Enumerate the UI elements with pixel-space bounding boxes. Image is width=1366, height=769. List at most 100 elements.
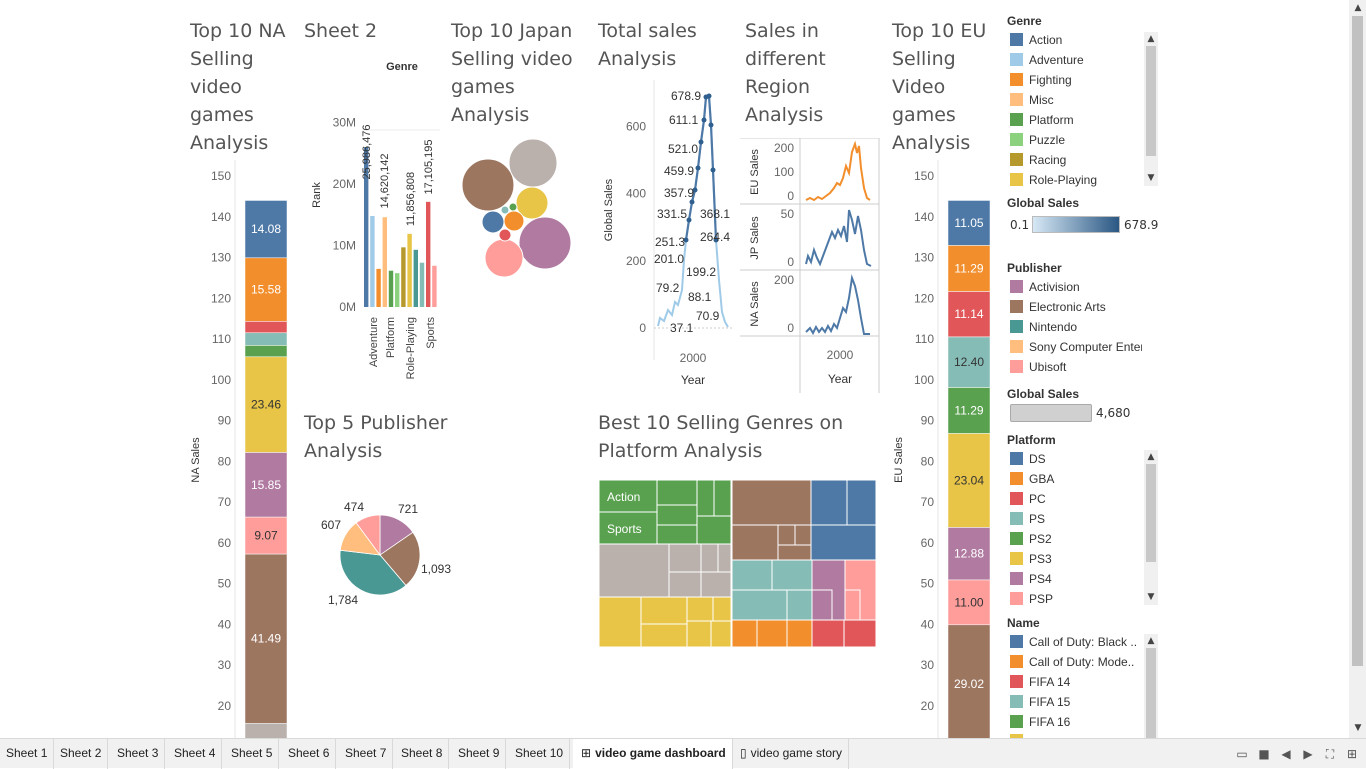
axis-tick-label: 120 [914,291,934,305]
axis-tick-label: 2000 [827,348,854,362]
tab-sheet-9[interactable]: Sheet 9 [452,739,507,769]
genres-platform-title: Best 10 Selling Genres on Platform Analy… [598,412,844,462]
tab-sheet-6[interactable]: Sheet 6 [282,739,337,769]
tab-sheet-1[interactable]: Sheet 1 [0,739,55,769]
axis-tick-label: 0M [339,300,356,314]
legend-item[interactable]: PSP [1010,589,1142,609]
tab-sheet-3[interactable]: Sheet 3 [111,739,166,769]
axis-tick-label: 50 [921,577,935,591]
scroll-thumb[interactable] [1146,46,1156,156]
series-line [805,209,872,267]
legend-item[interactable]: Nintendo [1010,317,1142,337]
bubble [518,216,572,270]
filmstrip-view-icon[interactable]: ▭ [1236,747,1248,761]
tab-sheet-5[interactable]: Sheet 5 [225,739,280,769]
legend-item[interactable]: GBA [1010,469,1142,489]
legend-item[interactable]: Role-Playing [1010,170,1142,190]
legend-item[interactable]: Adventure [1010,50,1142,70]
axis-tick-label: 90 [218,414,232,428]
next-sheet-icon[interactable]: ▶ [1303,747,1313,761]
treemap-cell [810,480,848,526]
bar-segment [244,345,288,358]
page-scroll-down-icon[interactable]: ▼ [1354,723,1362,733]
platform-legend-scrollbar[interactable]: ▲ ▼ [1144,450,1158,605]
prev-sheet-icon[interactable]: ◀ [1281,747,1291,761]
fullscreen-icon[interactable]: ⛶ [1325,747,1335,761]
tab-sheet-8[interactable]: Sheet 8 [395,739,450,769]
point-label: 264.4 [700,230,730,244]
data-point [710,167,716,173]
legend-item[interactable]: Puzzle [1010,130,1142,150]
legend-swatch [1010,280,1023,293]
legend-label: Nintendo [1029,320,1078,334]
legend-item[interactable]: FIFA 16 [1010,712,1142,732]
tab-video-game-dashboard[interactable]: ⊞ video game dashboard [573,739,733,769]
treemap-cell [656,504,698,526]
tab-sheet-4[interactable]: Sheet 4 [168,739,223,769]
scroll-thumb[interactable] [1146,464,1156,562]
legend-item[interactable]: Activision [1010,277,1142,297]
legend-item[interactable]: PS3 [1010,549,1142,569]
treemap-cell [713,480,732,517]
legend-swatch [1010,33,1023,46]
scroll-up-icon[interactable]: ▲ [1147,34,1155,44]
page-scroll-up-icon[interactable]: ▲ [1354,3,1362,13]
scroll-thumb[interactable] [1146,648,1156,738]
legend-item[interactable]: PC [1010,489,1142,509]
sheet-tab-bar: Sheet 1 Sheet 2 Sheet 3 Sheet 4 Sheet 5 … [0,738,1366,769]
tab-video-game-story[interactable]: ▯ video game story [734,739,849,769]
legend-label: Role-Playing [1029,173,1098,187]
tab-sheet-10[interactable]: Sheet 10 [509,739,571,769]
scroll-down-icon[interactable]: ▼ [1147,592,1155,602]
legend-item[interactable]: PS [1010,509,1142,529]
legend-item[interactable]: PS4 [1010,569,1142,589]
tabs-view-icon[interactable]: ■ [1258,747,1270,761]
page-scrollbar[interactable]: ▲ ▼ [1349,0,1366,738]
point-label: 331.5 [657,207,687,221]
legend-item[interactable]: Electronic Arts [1010,297,1142,317]
legend-item[interactable]: Platform [1010,110,1142,130]
legend-swatch [1010,695,1023,708]
legend-item[interactable]: FIFA 15 [1010,692,1142,712]
point-label: 521.0 [668,142,698,156]
legend-item[interactable]: Fighting [1010,70,1142,90]
category-label: Role-Playing [405,317,417,379]
bar-segment [244,722,288,738]
legend-swatch [1010,452,1023,465]
legend-item[interactable]: Ubisoft [1010,357,1142,377]
genre-legend-scrollbar[interactable]: ▲ ▼ [1144,32,1158,186]
legend-item[interactable]: PS2 [1010,529,1142,549]
bar-segment [947,336,991,388]
legend-item[interactable]: Misc [1010,90,1142,110]
legend-swatch [1010,93,1023,106]
name-legend-scrollbar[interactable]: ▲ [1144,634,1158,738]
page-scroll-thumb[interactable] [1352,16,1363,666]
treemap-cell [656,480,698,506]
legend-item[interactable]: Racing [1010,150,1142,170]
scroll-down-icon[interactable]: ▼ [1147,173,1155,183]
legend-item[interactable]: Call of Duty: Black .. [1010,632,1142,652]
tab-sheet-7[interactable]: Sheet 7 [339,739,394,769]
legend-label: Action [1029,33,1063,47]
legend-item[interactable]: Call of Duty: Mode.. [1010,652,1142,672]
legend-item[interactable]: DS [1010,449,1142,469]
grid-view-icon[interactable]: ⊞ [1346,747,1358,761]
treemap-cell [756,619,788,647]
legend-label: FIFA 15 [1029,695,1071,709]
legend-item[interactable]: Action [1010,30,1142,50]
bar-value-label: 15.85 [251,478,281,492]
axis-tick-label: 0 [639,321,646,335]
legend-item[interactable]: Sony Computer Enter.. [1010,337,1142,357]
data-point [686,217,692,223]
tab-sheet-2[interactable]: Sheet 2 [54,739,109,769]
legend-item[interactable]: FIFA 14 [1010,672,1142,692]
point-label: 611.1 [669,113,698,127]
genre-legend-title: Genre [1007,14,1042,28]
scroll-up-icon[interactable]: ▲ [1147,452,1155,462]
bubble [461,158,515,212]
bar-segment [947,200,991,246]
scroll-up-icon[interactable]: ▲ [1147,636,1155,646]
legend-swatch [1010,340,1023,353]
axis-tick-label: 30 [921,658,935,672]
axis-tick-label: 120 [211,291,231,305]
